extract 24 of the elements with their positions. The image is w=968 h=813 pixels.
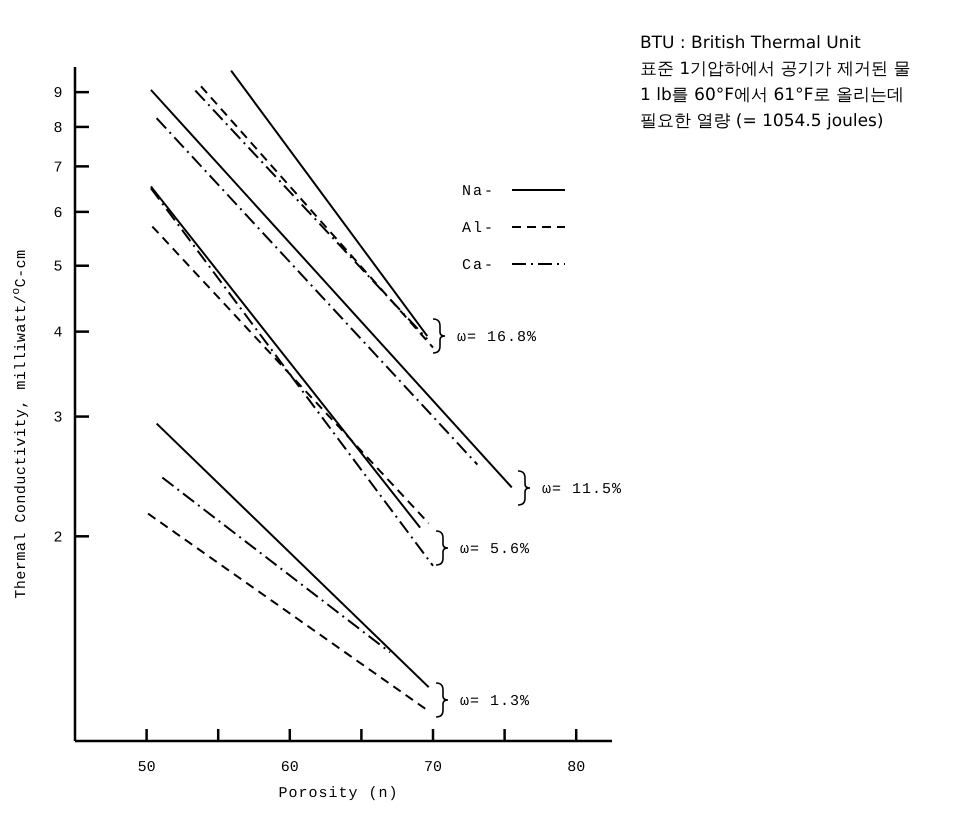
y-tick-label: 7 [53, 159, 63, 176]
y-tick-label: 6 [53, 204, 63, 222]
y-tick-label: 4 [53, 324, 63, 342]
y-tick-label: 2 [53, 529, 63, 546]
text: BTU : British Thermal Unit [640, 33, 862, 53]
x-tick-label: 70 [424, 759, 442, 776]
text: 필요한 열량 (= 1054.5 joules) [640, 111, 884, 131]
annotation: ω= 5.6% [460, 541, 530, 558]
y-tick-label: 3 [53, 410, 63, 427]
legend-label: Al- [462, 220, 496, 237]
legend-label: Na- [462, 183, 496, 200]
annotation: ω= 1.3% [460, 693, 530, 710]
x-tick-label: 80 [567, 759, 586, 776]
legend-label: Ca- [462, 257, 496, 274]
annotation: ω= 16.8% [457, 329, 538, 346]
y-tick-label: 5 [53, 258, 63, 276]
y-tick-label: 9 [53, 85, 63, 102]
x-tick-label: 50 [138, 759, 156, 776]
x-tick-label: 60 [280, 759, 299, 776]
text: 표준 1기압하에서 공기가 제거된 물 [640, 59, 910, 79]
annotation: ω= 11.5% [542, 481, 622, 498]
text: 1 lb를 60°F에서 61°F로 올리는데 [640, 85, 904, 105]
y-tick-label: 8 [53, 120, 63, 137]
x-axis-title: Porosity (n) [278, 785, 399, 802]
